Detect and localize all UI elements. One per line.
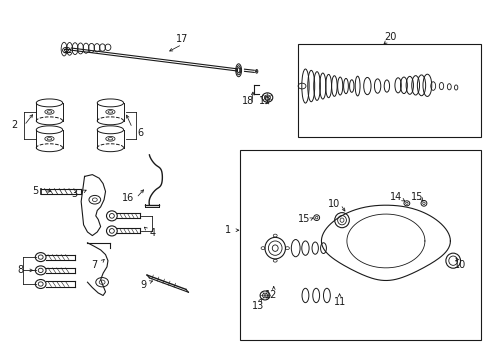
Text: 4: 4 xyxy=(149,228,156,238)
Text: 1: 1 xyxy=(225,225,231,235)
Text: 8: 8 xyxy=(17,265,23,275)
Text: 13: 13 xyxy=(251,301,263,311)
Bar xyxy=(239,149,480,339)
Text: 18: 18 xyxy=(241,96,254,106)
Text: 10: 10 xyxy=(327,199,340,210)
Text: 9: 9 xyxy=(140,280,146,290)
Text: 15: 15 xyxy=(297,215,309,224)
Text: 15: 15 xyxy=(410,192,423,202)
Text: 2: 2 xyxy=(11,121,18,130)
Text: 12: 12 xyxy=(264,290,277,300)
Text: 6: 6 xyxy=(137,128,143,138)
Text: 20: 20 xyxy=(384,32,396,42)
Text: 11: 11 xyxy=(333,297,345,307)
Text: 5: 5 xyxy=(33,186,39,196)
Text: 3: 3 xyxy=(72,189,78,199)
Text: 19: 19 xyxy=(259,96,271,106)
Bar xyxy=(298,44,480,137)
Text: 7: 7 xyxy=(91,260,97,270)
Text: 16: 16 xyxy=(122,193,134,203)
Text: 17: 17 xyxy=(176,35,188,44)
Text: 10: 10 xyxy=(453,260,465,270)
Text: 14: 14 xyxy=(389,192,401,202)
